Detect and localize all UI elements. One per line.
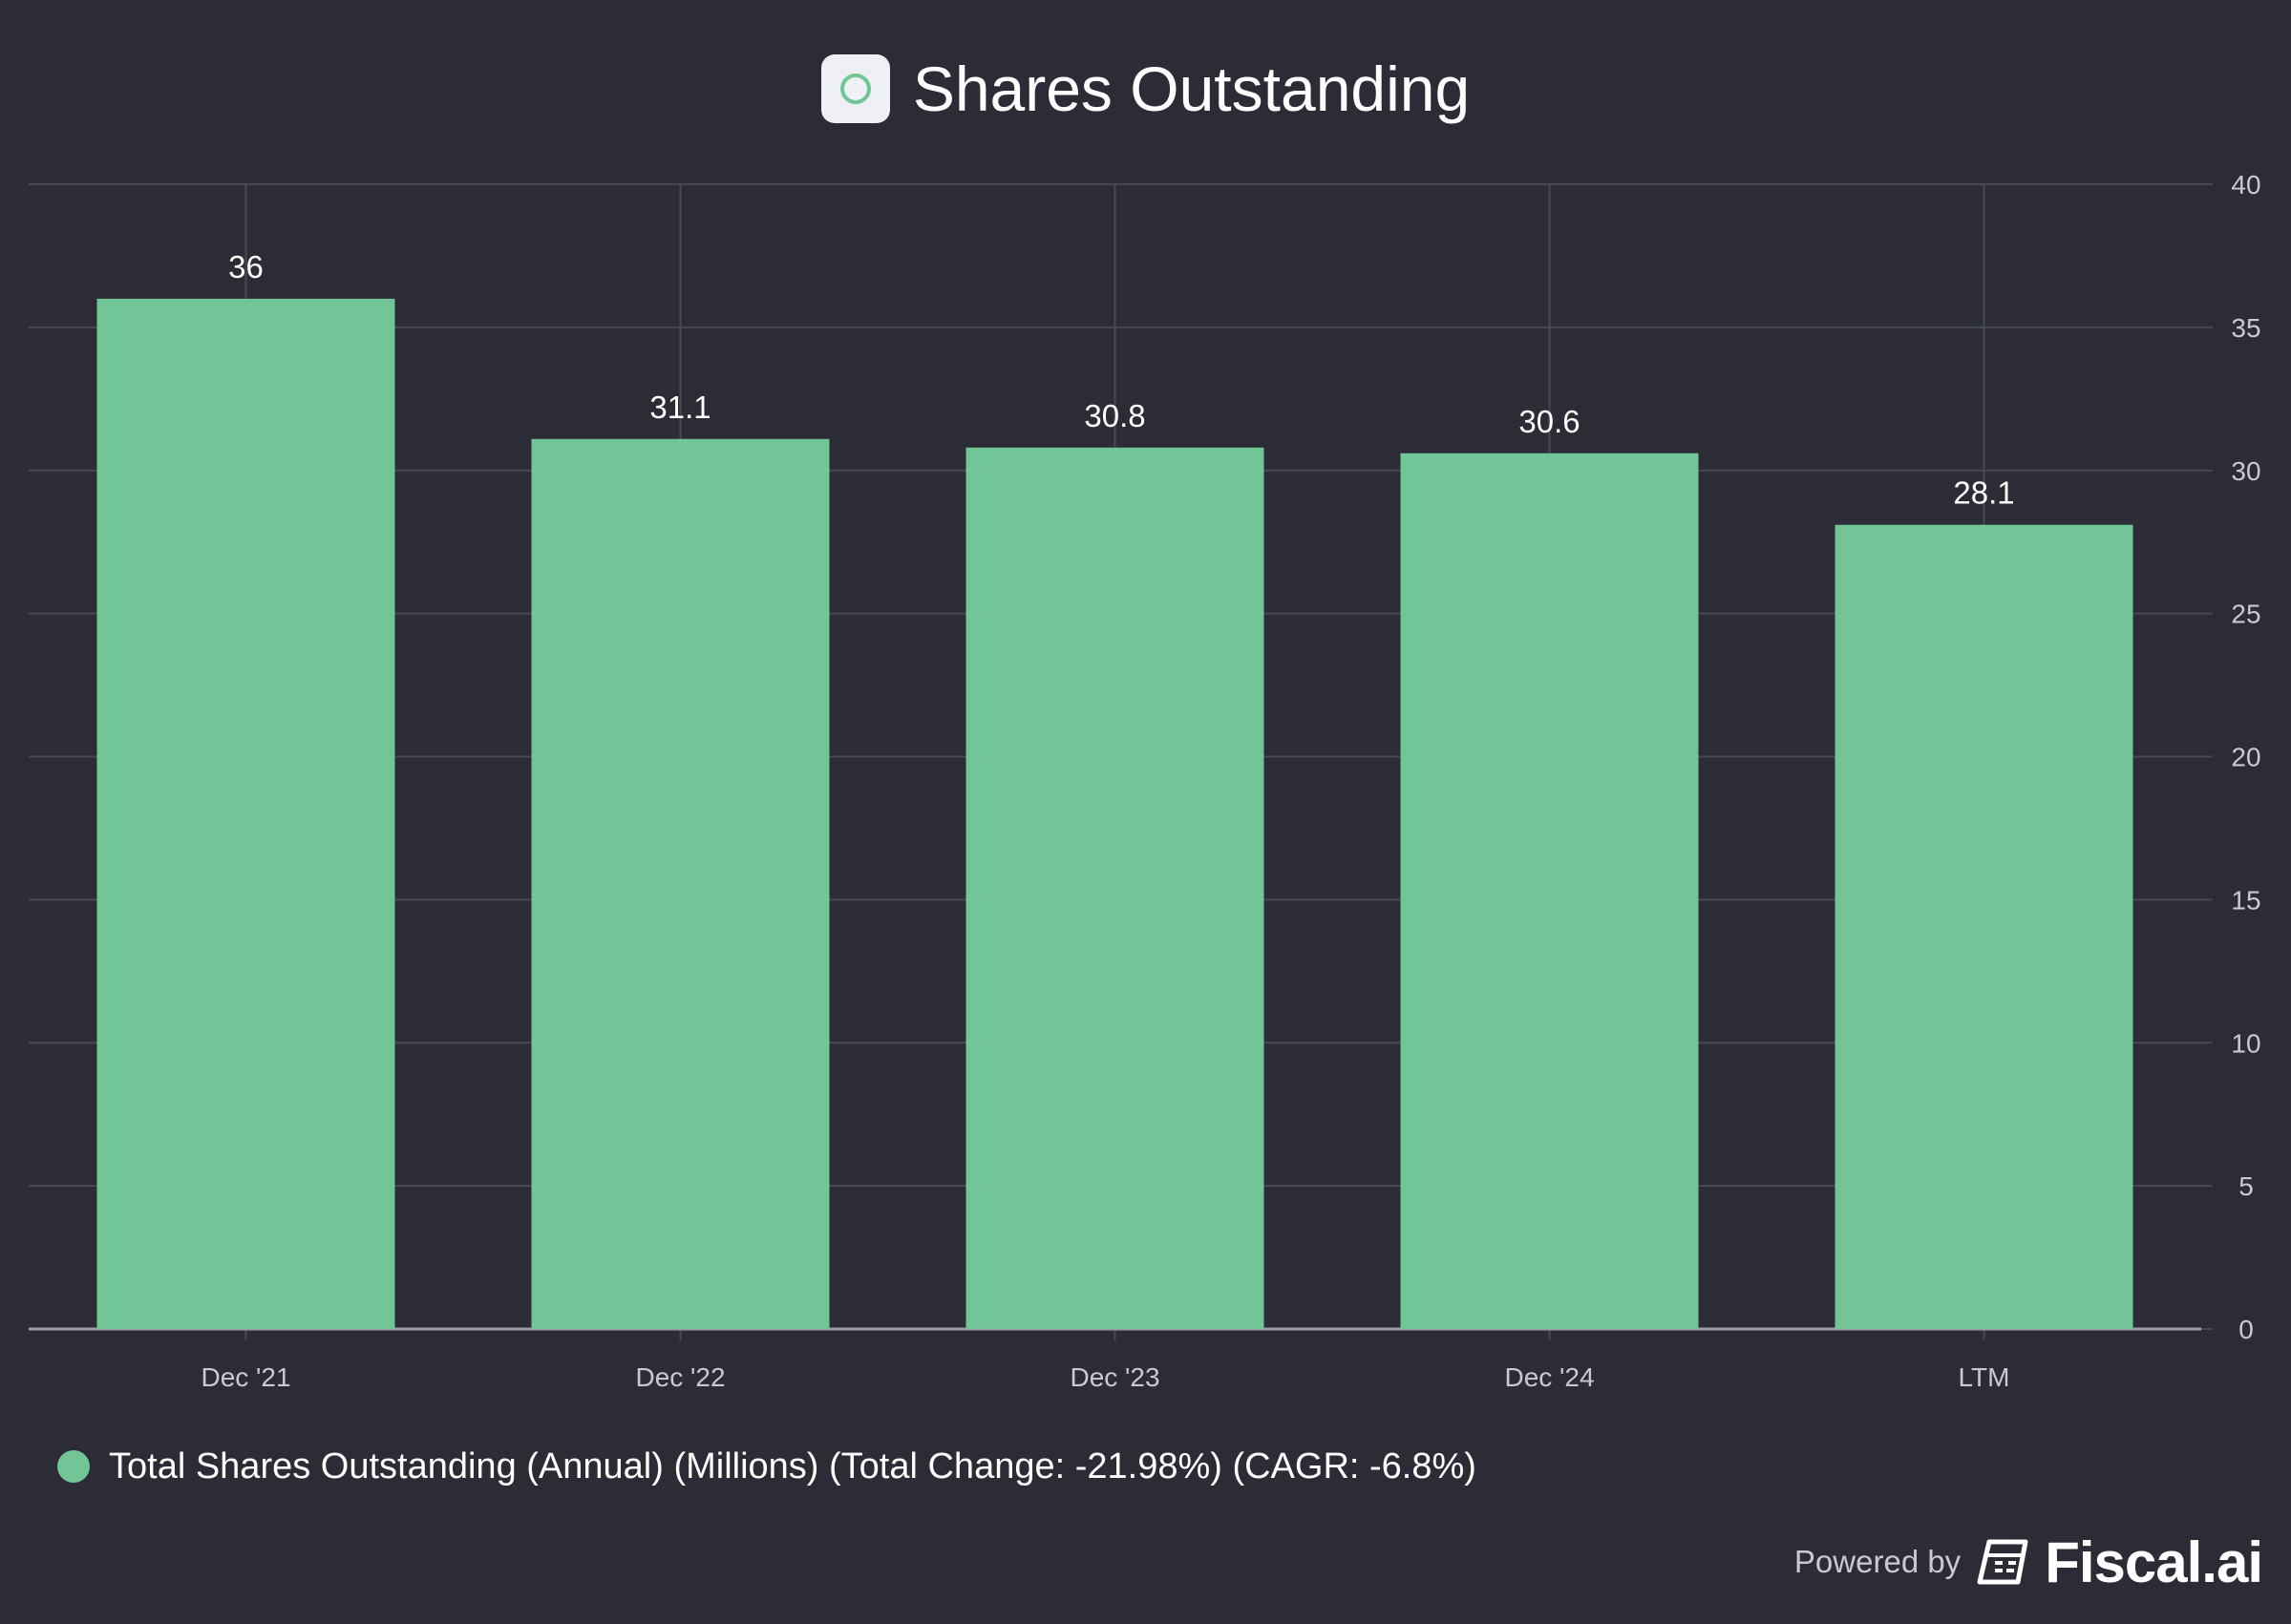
y-tick-label: 40 — [2231, 170, 2260, 200]
data-label: 30.8 — [1084, 398, 1145, 433]
y-tick-label: 10 — [2231, 1028, 2260, 1058]
x-tick-label: LTM — [1959, 1362, 2010, 1392]
legend[interactable]: Total Shares Outstanding (Annual) (Milli… — [57, 1444, 1476, 1489]
legend-label: Total Shares Outstanding (Annual) (Milli… — [109, 1445, 1476, 1487]
circle-logo-icon — [820, 54, 890, 123]
data-labels: 36 31.1 30.8 30.6 28.1 — [228, 249, 2014, 511]
brand-name: Fiscal.ai — [2045, 1529, 2263, 1594]
data-label: 31.1 — [649, 390, 711, 425]
x-tick-label: Dec '23 — [1070, 1362, 1159, 1392]
bar — [531, 438, 830, 1330]
y-axis-ticks: 0 5 10 15 20 25 30 35 40 — [2231, 170, 2260, 1344]
fiscal-logo-icon — [1977, 1539, 2028, 1585]
x-tick-label: Dec '24 — [1504, 1362, 1594, 1392]
y-tick-label: 20 — [2231, 743, 2260, 772]
bar — [1400, 453, 1699, 1329]
chart-header: Shares Outstanding — [0, 46, 2291, 132]
x-axis-ticks: Dec '21 Dec '22 Dec '23 Dec '24 LTM — [201, 1362, 2009, 1392]
y-tick-label: 35 — [2231, 313, 2260, 343]
bar — [965, 447, 1264, 1329]
x-tick-label: Dec '21 — [201, 1362, 290, 1392]
y-tick-label: 0 — [2238, 1315, 2254, 1344]
bars — [96, 298, 2133, 1330]
legend-marker — [57, 1450, 90, 1483]
y-tick-label: 25 — [2231, 600, 2260, 629]
bar — [1835, 524, 2133, 1329]
footer: Powered by Fiscal.ai — [1793, 1529, 2263, 1595]
y-tick-label: 15 — [2231, 885, 2260, 915]
data-label: 28.1 — [1953, 475, 2014, 511]
y-tick-label: 30 — [2231, 456, 2260, 486]
powered-by-label: Powered by — [1793, 1544, 1962, 1579]
y-tick-label: 5 — [2238, 1171, 2254, 1201]
data-label: 30.6 — [1518, 404, 1580, 439]
bar — [96, 298, 395, 1329]
x-tick-label: Dec '22 — [635, 1362, 725, 1392]
data-label: 36 — [228, 249, 264, 285]
chart-title: Shares Outstanding — [912, 53, 1471, 124]
